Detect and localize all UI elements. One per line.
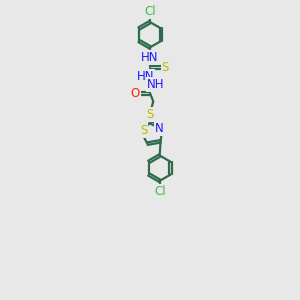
Text: Cl: Cl: [154, 184, 166, 198]
Text: HN: HN: [136, 70, 154, 83]
Text: O: O: [131, 87, 140, 100]
Text: S: S: [162, 61, 169, 74]
Text: S: S: [146, 108, 154, 121]
Text: N: N: [155, 122, 164, 135]
Text: NH: NH: [147, 78, 165, 91]
Text: Cl: Cl: [144, 5, 156, 18]
Text: HN: HN: [141, 51, 159, 64]
Text: S: S: [140, 124, 148, 137]
